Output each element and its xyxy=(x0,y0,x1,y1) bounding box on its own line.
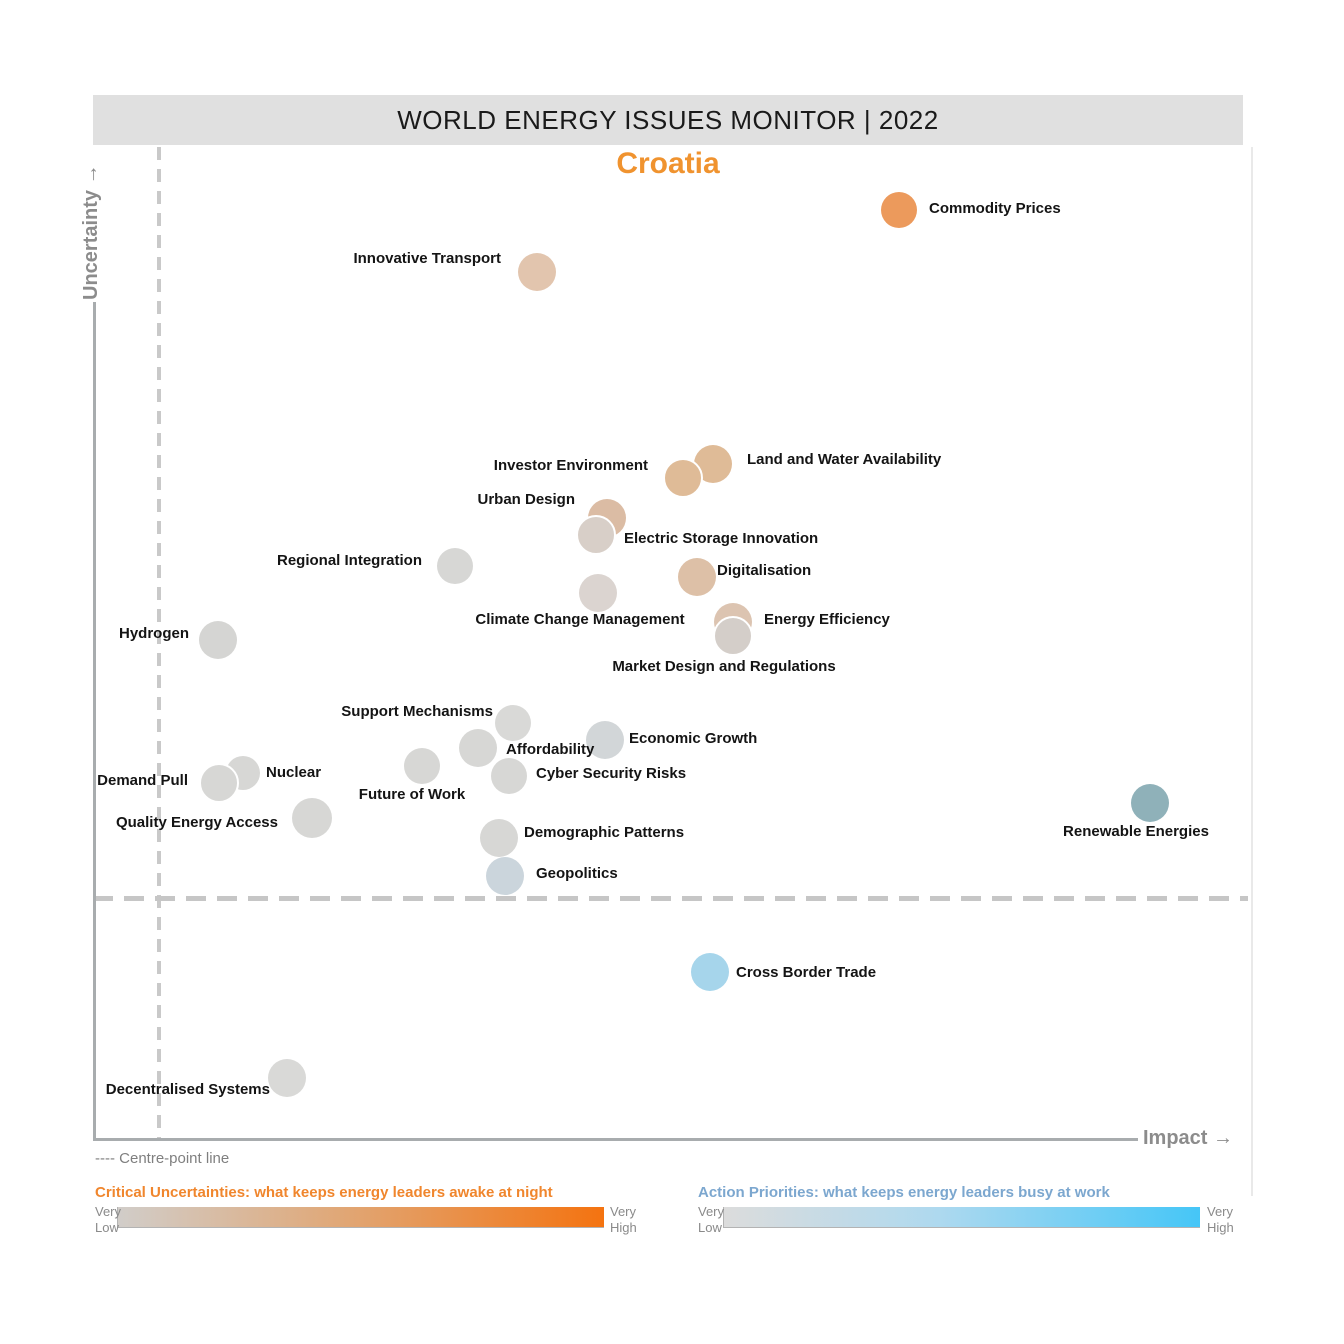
bubble-commodity-prices xyxy=(881,192,917,228)
critical-very-low-label: Very Low xyxy=(95,1204,121,1236)
centre-point-line-vertical xyxy=(157,147,161,1140)
scale-word-low: Low xyxy=(95,1220,119,1235)
bubble-future-of-work xyxy=(404,748,440,784)
critical-uncertainties-gradient-bar xyxy=(117,1207,604,1228)
bubble-cross-border-trade xyxy=(691,953,729,991)
country-subtitle: Croatia xyxy=(616,147,720,180)
action-very-low-label: Very Low xyxy=(698,1204,724,1236)
bubble-regional-integration xyxy=(437,548,473,584)
bubble-market-design-and-regulations xyxy=(713,616,753,656)
action-priorities-gradient-bar xyxy=(723,1207,1200,1228)
bubble-affordability xyxy=(459,729,497,767)
scale-word-very: Very xyxy=(610,1204,637,1219)
bubble-renewable-energies xyxy=(1131,784,1169,822)
bubble-innovative-transport xyxy=(518,253,556,291)
bubble-investor-environment xyxy=(663,458,703,498)
bubble-digitalisation xyxy=(678,558,716,596)
bubble-cyber-security-risks xyxy=(491,758,527,794)
centre-point-line-horizontal xyxy=(93,896,1248,901)
scale-word-very: Very xyxy=(698,1204,725,1219)
bubble-decentralised-systems xyxy=(268,1059,306,1097)
action-priorities-title: Action Priorities: what keeps energy lea… xyxy=(698,1184,1110,1201)
centre-point-line-legend: ---- Centre-point line xyxy=(95,1150,230,1167)
y-axis-line xyxy=(93,302,96,1141)
bubble-demographic-patterns xyxy=(480,819,518,857)
bubble-climate-change-management xyxy=(579,574,617,612)
plot-right-border xyxy=(1251,147,1253,1196)
page-title: WORLD ENERGY ISSUES MONITOR | 2022 xyxy=(397,104,939,135)
x-axis-label: Impact → xyxy=(1143,1127,1234,1149)
scale-word-very: Very xyxy=(1207,1204,1234,1219)
scale-word-high: High xyxy=(610,1220,637,1235)
bubble-support-mechanisms xyxy=(495,705,531,741)
scale-word-very: Very xyxy=(95,1204,122,1219)
action-very-high-label: Very High xyxy=(1207,1204,1234,1236)
critical-uncertainties-title: Critical Uncertainties: what keeps energ… xyxy=(95,1184,553,1201)
scale-word-high: High xyxy=(1207,1220,1234,1235)
x-axis-line xyxy=(93,1138,1138,1141)
bubble-quality-energy-access xyxy=(292,798,332,838)
bubble-geopolitics xyxy=(486,857,524,895)
scale-word-low: Low xyxy=(698,1220,722,1235)
bubble-demand-pull xyxy=(199,763,239,803)
bubble-electric-storage-innovation xyxy=(576,515,616,555)
bubble-land-and-water-availability xyxy=(694,445,732,483)
critical-very-high-label: Very High xyxy=(610,1204,637,1236)
bubble-economic-growth xyxy=(586,721,624,759)
bubble-hydrogen xyxy=(199,621,237,659)
title-banner: WORLD ENERGY ISSUES MONITOR | 2022 xyxy=(93,95,1243,145)
